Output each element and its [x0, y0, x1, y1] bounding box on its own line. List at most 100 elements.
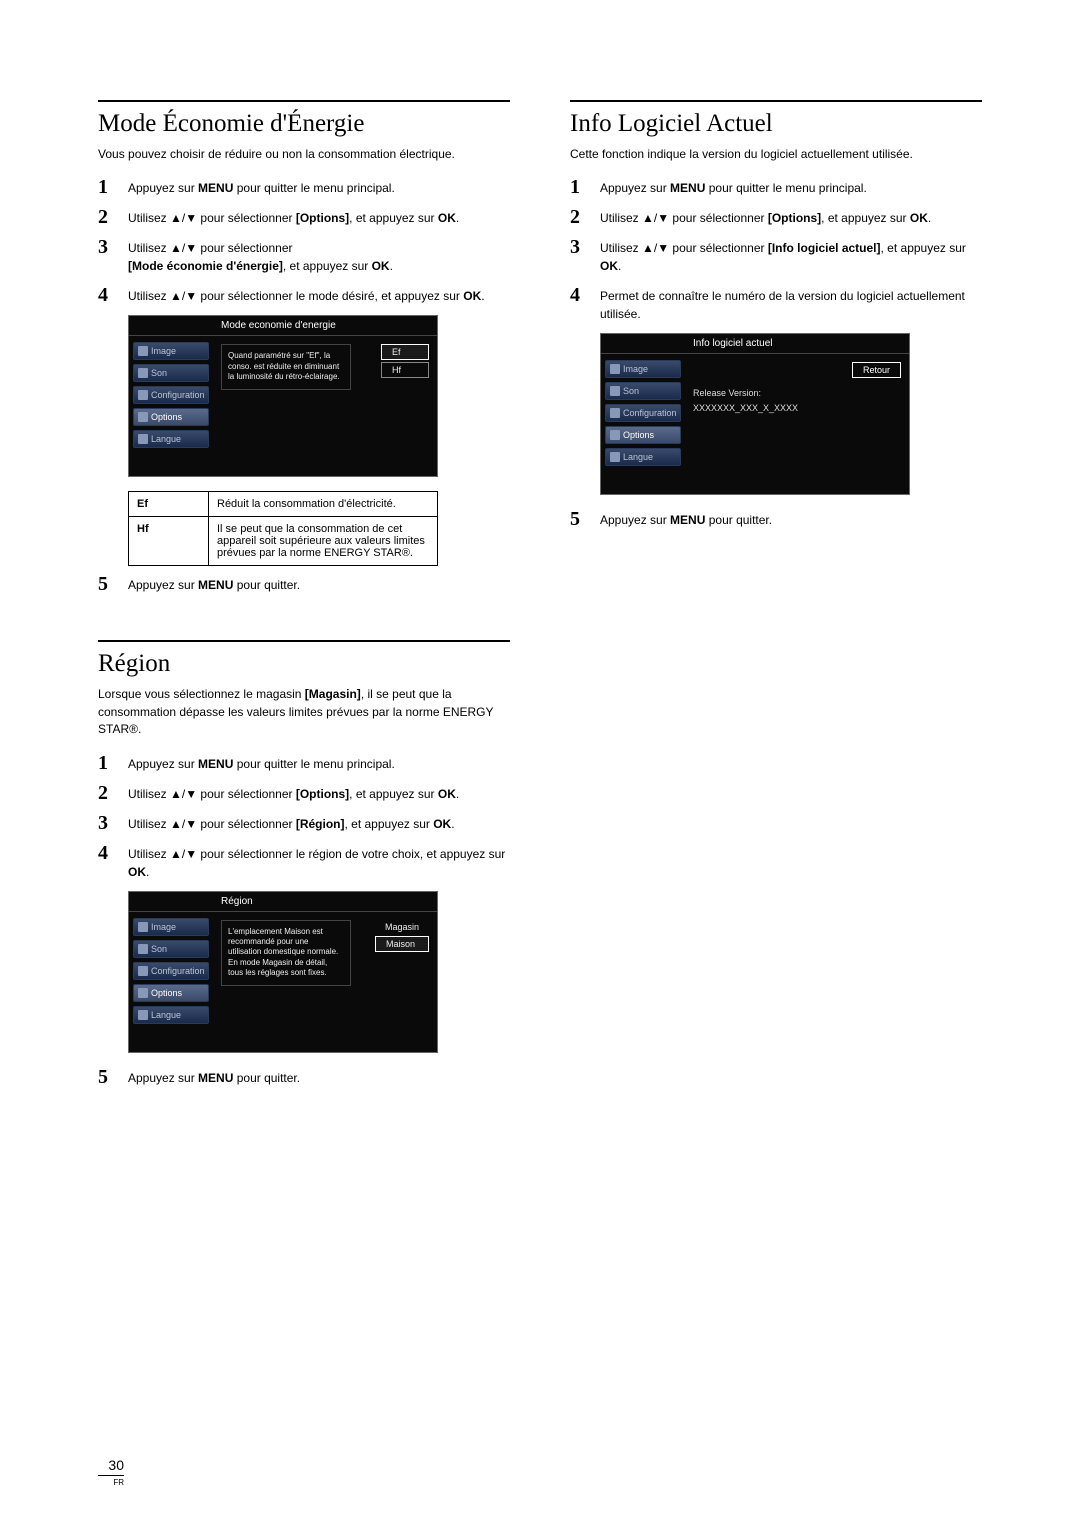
sidebar-item-configuration[interactable]: Configuration [605, 404, 681, 422]
language-icon [610, 452, 620, 462]
table-row: Ef Réduit la consommation d'électricité. [129, 492, 438, 517]
step-text: Utilisez ▲/▼ pour sélectionner [Mode éco… [128, 237, 393, 275]
tv-menu-header: Info logiciel actuel [601, 334, 909, 354]
release-info: Release Version: XXXXXXX_XXX_X_XXXX [693, 386, 901, 415]
tv-content: Quand paramétré sur "Ef", la conso. est … [213, 336, 437, 476]
energy-tv-menu: Mode economie d'energie Image Son Config… [128, 315, 438, 477]
tv-menu-header: Mode economie d'energie [129, 316, 437, 336]
page-lang: FR [98, 1476, 124, 1487]
energy-title: Mode Économie d'Énergie [98, 100, 510, 138]
right-column: Info Logiciel Actuel Cette fonction indi… [570, 100, 982, 1097]
cell-key: Ef [129, 492, 209, 517]
step-number: 1 [570, 177, 590, 197]
step-text: Appuyez sur MENU pour quitter. [128, 574, 300, 594]
step-number: 5 [98, 1067, 118, 1087]
step-text: Appuyez sur MENU pour quitter le menu pr… [600, 177, 867, 197]
retour-button[interactable]: Retour [852, 362, 901, 378]
sidebar-item-image[interactable]: Image [133, 342, 209, 360]
option-maison[interactable]: Maison [375, 936, 429, 952]
step-number: 5 [98, 574, 118, 594]
sidebar-item-image[interactable]: Image [605, 360, 681, 378]
step-number: 4 [570, 285, 590, 305]
step-number: 2 [98, 783, 118, 803]
tv-description: L'emplacement Maison est recommandé pour… [221, 920, 351, 986]
language-icon [138, 1010, 148, 1020]
step-text: Utilisez ▲/▼ pour sélectionner [Options]… [600, 207, 931, 227]
config-icon [610, 408, 620, 418]
sound-icon [138, 368, 148, 378]
tv-description: Quand paramétré sur "Ef", la conso. est … [221, 344, 351, 389]
image-icon [138, 346, 148, 356]
tv-sidebar: Image Son Configuration Options Langue [601, 354, 685, 494]
cell-value: Il se peut que la consommation de cet ap… [209, 517, 438, 566]
step-number: 2 [98, 207, 118, 227]
region-step-1: 1 Appuyez sur MENU pour quitter le menu … [98, 753, 510, 773]
sidebar-item-son[interactable]: Son [605, 382, 681, 400]
step-number: 3 [98, 813, 118, 833]
config-icon [138, 966, 148, 976]
image-icon [610, 364, 620, 374]
sidebar-item-options[interactable]: Options [605, 426, 681, 444]
table-row: Hf Il se peut que la consommation de cet… [129, 517, 438, 566]
sidebar-item-options[interactable]: Options [133, 408, 209, 426]
tv-options: Ef Hf [381, 344, 429, 378]
option-ef[interactable]: Ef [381, 344, 429, 360]
region-title: Région [98, 640, 510, 678]
tv-sidebar: Image Son Configuration Options Langue [129, 336, 213, 476]
energy-info-table: Ef Réduit la consommation d'électricité.… [128, 491, 438, 566]
step-number: 2 [570, 207, 590, 227]
step-text: Appuyez sur MENU pour quitter le menu pr… [128, 177, 395, 197]
tv-options: Magasin Maison [375, 920, 429, 952]
step-text: Utilisez ▲/▼ pour sélectionner [Info log… [600, 237, 982, 275]
sidebar-item-options[interactable]: Options [133, 984, 209, 1002]
step-text: Utilisez ▲/▼ pour sélectionner [Région],… [128, 813, 455, 833]
sidebar-item-son[interactable]: Son [133, 364, 209, 382]
step-text: Utilisez ▲/▼ pour sélectionner [Options]… [128, 207, 459, 227]
step-text: Appuyez sur MENU pour quitter. [128, 1067, 300, 1087]
software-step-2: 2 Utilisez ▲/▼ pour sélectionner [Option… [570, 207, 982, 227]
tv-sidebar: Image Son Configuration Options Langue [129, 912, 213, 1052]
software-tv-menu: Info logiciel actuel Image Son Configura… [600, 333, 910, 495]
option-hf[interactable]: Hf [381, 362, 429, 378]
software-step-5: 5 Appuyez sur MENU pour quitter. [570, 509, 982, 529]
cell-key: Hf [129, 517, 209, 566]
tv-content: Retour Release Version: XXXXXXX_XXX_X_XX… [685, 354, 909, 494]
software-step-3: 3 Utilisez ▲/▼ pour sélectionner [Info l… [570, 237, 982, 275]
cell-value: Réduit la consommation d'électricité. [209, 492, 438, 517]
sidebar-item-langue[interactable]: Langue [133, 430, 209, 448]
software-title: Info Logiciel Actuel [570, 100, 982, 138]
energy-step-3: 3 Utilisez ▲/▼ pour sélectionner [Mode é… [98, 237, 510, 275]
energy-step-5: 5 Appuyez sur MENU pour quitter. [98, 574, 510, 594]
tv-menu-header: Région [129, 892, 437, 912]
image-icon [138, 922, 148, 932]
options-icon [610, 430, 620, 440]
step-number: 1 [98, 177, 118, 197]
sidebar-item-configuration[interactable]: Configuration [133, 962, 209, 980]
sidebar-item-son[interactable]: Son [133, 940, 209, 958]
region-step-2: 2 Utilisez ▲/▼ pour sélectionner [Option… [98, 783, 510, 803]
step-text: Appuyez sur MENU pour quitter le menu pr… [128, 753, 395, 773]
step-number: 5 [570, 509, 590, 529]
energy-step-2: 2 Utilisez ▲/▼ pour sélectionner [Option… [98, 207, 510, 227]
option-magasin[interactable]: Magasin [375, 920, 429, 934]
software-intro: Cette fonction indique la version du log… [570, 146, 982, 163]
options-icon [138, 412, 148, 422]
energy-step-4: 4 Utilisez ▲/▼ pour sélectionner le mode… [98, 285, 510, 305]
software-step-4: 4 Permet de connaître le numéro de la ve… [570, 285, 982, 323]
region-intro: Lorsque vous sélectionnez le magasin [Ma… [98, 686, 510, 738]
page-number-block: 30 FR [98, 1457, 124, 1487]
step-text: Utilisez ▲/▼ pour sélectionner le région… [128, 843, 510, 881]
sidebar-item-langue[interactable]: Langue [133, 1006, 209, 1024]
step-text: Permet de connaître le numéro de la vers… [600, 285, 982, 323]
sound-icon [138, 944, 148, 954]
region-step-4: 4 Utilisez ▲/▼ pour sélectionner le régi… [98, 843, 510, 881]
sidebar-item-image[interactable]: Image [133, 918, 209, 936]
region-tv-menu: Région Image Son Configuration Options L… [128, 891, 438, 1053]
sidebar-item-langue[interactable]: Langue [605, 448, 681, 466]
sidebar-item-configuration[interactable]: Configuration [133, 386, 209, 404]
step-number: 1 [98, 753, 118, 773]
step-number: 3 [570, 237, 590, 257]
step-text: Appuyez sur MENU pour quitter. [600, 509, 772, 529]
region-step-3: 3 Utilisez ▲/▼ pour sélectionner [Région… [98, 813, 510, 833]
step-text: Utilisez ▲/▼ pour sélectionner le mode d… [128, 285, 485, 305]
